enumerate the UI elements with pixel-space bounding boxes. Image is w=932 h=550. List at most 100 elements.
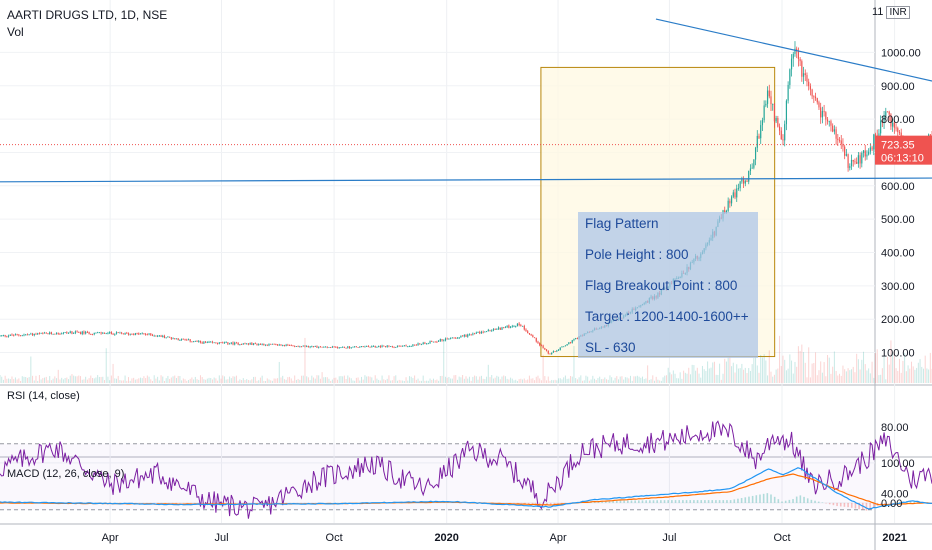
volume-bar	[234, 376, 236, 383]
volume-bar	[556, 380, 558, 383]
candle-body	[223, 342, 226, 344]
volume-bar	[667, 367, 669, 383]
volume-bar	[62, 379, 64, 383]
candle-body	[438, 340, 440, 342]
candle-body	[364, 346, 366, 348]
macd-histogram-bar	[854, 502, 857, 509]
candle-body	[105, 333, 107, 335]
candle-body	[204, 341, 207, 343]
volume-bar	[760, 354, 762, 383]
candle-body	[837, 138, 839, 141]
candle-body	[328, 346, 330, 348]
volume-bar	[198, 379, 200, 383]
candle-body	[563, 346, 565, 348]
macd-histogram-bar	[803, 496, 805, 503]
candle-body	[251, 343, 253, 345]
macd-histogram-bar	[630, 500, 633, 503]
volume-bar	[223, 376, 225, 383]
volume-bar	[534, 380, 536, 383]
volume-bar	[153, 375, 155, 383]
volume-bar	[492, 378, 494, 383]
volume-bar	[900, 372, 902, 383]
annotation-box[interactable]	[578, 212, 758, 358]
volume-bar	[607, 379, 609, 383]
candle-body	[929, 134, 931, 136]
volume-bar	[528, 375, 530, 383]
macd-histogram-bar	[164, 502, 167, 504]
candle-body	[782, 139, 784, 141]
candle-body	[504, 326, 507, 328]
volume-bar	[597, 378, 599, 383]
volume-bar	[609, 375, 611, 383]
volume-bar	[861, 359, 863, 383]
candle-body	[319, 346, 321, 348]
candle-body	[540, 345, 543, 347]
candle-body	[240, 344, 243, 346]
volume-bar	[794, 361, 796, 383]
candle-body	[465, 335, 467, 337]
candle-body	[88, 332, 90, 335]
macd-histogram-bar	[682, 500, 684, 503]
volume-bar	[45, 376, 47, 383]
volume-bar	[683, 370, 685, 383]
volume-bar	[193, 379, 195, 383]
volume-bar	[722, 373, 724, 383]
candle-body	[330, 346, 332, 348]
candle-body	[485, 331, 488, 333]
volume-bar	[479, 376, 481, 383]
candle-body	[67, 332, 70, 334]
volume-bar	[578, 377, 580, 383]
candle-body	[143, 333, 145, 335]
candle-body	[78, 332, 80, 333]
candle-body	[482, 331, 484, 333]
candle-body	[131, 333, 133, 335]
volume-bar	[359, 380, 361, 383]
volume-bar	[830, 373, 832, 383]
candle-body	[110, 332, 112, 334]
candle-body	[215, 342, 217, 344]
currency-11-prefix: 11	[872, 6, 884, 18]
candle-body	[450, 337, 452, 339]
annotation-line-stoploss: SL - 630	[585, 340, 636, 355]
volume-bar	[249, 380, 251, 383]
y-tick-label: 1000.00	[881, 47, 921, 59]
volume-bar	[241, 380, 243, 383]
volume-bar	[342, 376, 344, 383]
volume-bar	[225, 379, 227, 383]
candle-body	[235, 342, 238, 344]
candle-body	[420, 344, 423, 346]
candle-body	[331, 346, 333, 348]
volume-bar	[676, 378, 678, 383]
volume-bar	[893, 350, 895, 383]
candle-body	[124, 332, 126, 335]
volume-bar	[374, 375, 376, 383]
candle-body	[1, 335, 3, 337]
volume-bar	[444, 376, 446, 383]
candle-body	[139, 333, 142, 335]
candle-body	[734, 192, 736, 198]
macd-histogram-bar	[601, 500, 603, 503]
volume-bar	[251, 379, 253, 383]
candle-body	[537, 341, 539, 344]
candle-body	[216, 343, 219, 344]
candle-body	[374, 346, 376, 348]
candle-body	[30, 333, 32, 335]
volume-bar	[681, 378, 683, 383]
macd-histogram-bar	[884, 502, 886, 505]
macd-histogram-bar	[608, 500, 611, 503]
candle-body	[799, 58, 801, 62]
volume-bar	[496, 375, 498, 383]
candle-body	[169, 336, 171, 338]
candle-body	[473, 333, 476, 335]
candle-body	[838, 140, 841, 141]
candle-body	[564, 345, 566, 347]
macd-histogram-bar	[193, 502, 196, 504]
volume-bar	[869, 373, 871, 383]
candle-body	[845, 154, 847, 156]
volume-bar	[775, 369, 777, 383]
volume-bar	[88, 378, 90, 383]
candle-body	[81, 331, 83, 334]
volume-bar	[80, 376, 82, 383]
candle-body	[568, 342, 570, 345]
candle-body	[874, 134, 877, 136]
